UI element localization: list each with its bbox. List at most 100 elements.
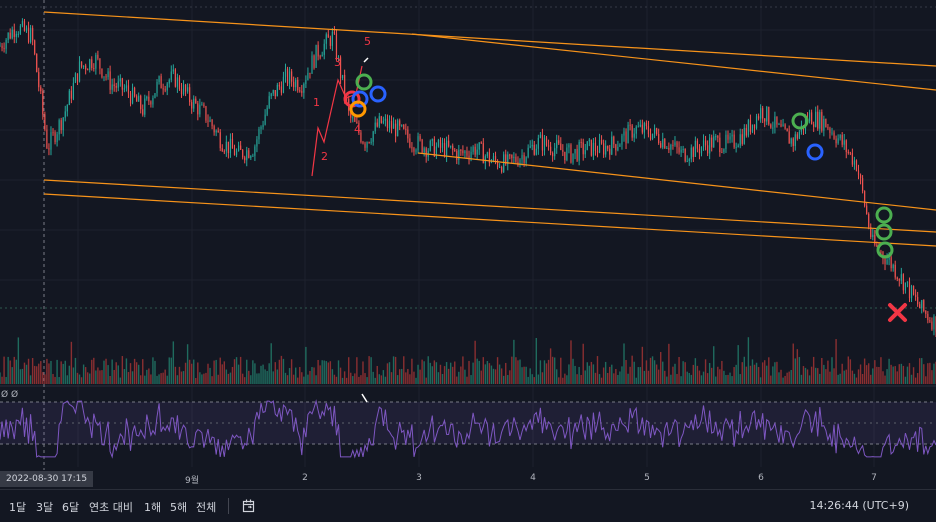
candle-body xyxy=(829,128,831,133)
volume-bar xyxy=(812,356,815,384)
volume-bar xyxy=(413,371,415,384)
volume-bar xyxy=(535,337,538,384)
candle-body xyxy=(462,150,464,154)
candle-body xyxy=(3,48,5,50)
volume-bar xyxy=(113,369,115,384)
candle-body xyxy=(344,74,346,98)
candle-body xyxy=(531,144,533,147)
volume-bar xyxy=(262,364,264,384)
range-5y-button[interactable]: 5해 xyxy=(170,501,188,514)
volume-bar xyxy=(325,361,327,384)
volume-bar xyxy=(641,346,644,384)
candle-body xyxy=(743,127,745,144)
wave-label-3: 3 xyxy=(334,56,341,69)
candle-body xyxy=(823,118,825,131)
volume-bar xyxy=(617,374,619,384)
volume-bar xyxy=(452,366,454,384)
candle-body xyxy=(529,146,531,148)
candle-body xyxy=(254,146,256,156)
candle-body xyxy=(189,87,191,103)
volume-bar xyxy=(790,369,792,384)
volume-bar xyxy=(445,362,448,384)
volume-bar xyxy=(435,362,438,384)
candle-body xyxy=(378,116,380,127)
candle-body xyxy=(23,21,26,31)
volume-bar xyxy=(651,356,654,384)
volume-bar xyxy=(594,372,597,384)
volume-bar xyxy=(437,372,440,384)
volume-bar xyxy=(415,377,417,384)
range-1m-button[interactable]: 1달 xyxy=(9,501,27,514)
range-ytd-button[interactable]: 연초 대비 xyxy=(89,501,133,514)
volume-bar xyxy=(407,368,409,384)
range-6m-button[interactable]: 6달 xyxy=(62,501,80,514)
price-chart[interactable] xyxy=(0,0,936,470)
volume-bar xyxy=(523,366,525,384)
candle-body xyxy=(843,140,845,145)
volume-bar xyxy=(36,366,38,384)
volume-bar xyxy=(48,363,50,384)
range-3m-button[interactable]: 3달 xyxy=(36,501,54,514)
volume-bar xyxy=(570,340,572,384)
candle-body xyxy=(813,124,815,127)
volume-bar xyxy=(823,364,825,384)
volume-bar xyxy=(533,377,535,384)
candle-body xyxy=(199,104,201,115)
candle-body xyxy=(808,112,811,122)
volume-bar xyxy=(598,374,601,384)
candle-body xyxy=(556,140,558,149)
channel-trendline xyxy=(417,152,936,211)
candle-body xyxy=(282,76,285,93)
candle-body xyxy=(201,104,203,106)
volume-bar xyxy=(635,377,637,384)
volume-bar xyxy=(217,374,219,384)
candle-body xyxy=(372,131,374,142)
candle-body xyxy=(176,77,179,87)
candle-body xyxy=(682,148,684,150)
candle-body xyxy=(7,32,9,40)
volume-bar xyxy=(38,363,40,384)
candle-body xyxy=(341,74,344,79)
volume-bar xyxy=(82,364,85,384)
candle-body xyxy=(272,90,274,94)
candle-body xyxy=(1,45,3,49)
range-1y-button[interactable]: 1해 xyxy=(144,501,162,514)
volume-bar xyxy=(886,369,888,384)
volume-bar xyxy=(578,366,580,384)
candle-body xyxy=(892,264,894,269)
candle-body xyxy=(833,132,835,139)
volume-bar xyxy=(888,358,890,384)
volume-bar xyxy=(137,364,140,384)
volume-bar xyxy=(184,362,187,384)
candle-body xyxy=(600,139,603,144)
candle-body xyxy=(150,101,152,105)
candle-body xyxy=(888,257,890,260)
volume-bar xyxy=(584,370,586,384)
candle-body xyxy=(643,122,645,133)
volume-bar xyxy=(511,356,513,384)
volume-bar xyxy=(788,371,790,384)
candle-body xyxy=(868,213,870,228)
candle-body xyxy=(874,234,876,245)
volume-bar xyxy=(502,375,505,384)
candle-body xyxy=(178,77,181,89)
range-all-button[interactable]: 전체 xyxy=(196,501,217,514)
candle-body xyxy=(352,117,354,119)
wave-label-5: 5 xyxy=(364,35,371,48)
candle-body xyxy=(494,156,497,161)
volume-bar xyxy=(874,360,876,384)
volume-bar xyxy=(89,373,91,384)
goto-date-icon[interactable] xyxy=(242,498,256,513)
volume-bar xyxy=(529,368,531,384)
candle-body xyxy=(672,145,674,147)
candle-body xyxy=(370,141,372,143)
clock-timezone[interactable]: 14:26:44 (UTC+9) xyxy=(809,499,909,512)
volume-bar xyxy=(747,337,750,384)
candle-body xyxy=(152,97,154,105)
candle-body xyxy=(796,134,798,139)
volume-bar xyxy=(401,368,403,384)
candle-body xyxy=(702,140,705,147)
volume-bar xyxy=(93,357,95,384)
volume-bar xyxy=(376,365,378,384)
candle-body xyxy=(870,227,872,237)
